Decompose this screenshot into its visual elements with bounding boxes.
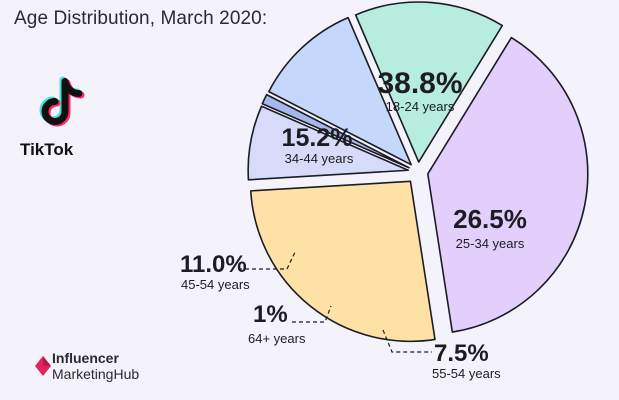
- pie-slice-25-34-years: [249, 180, 436, 343]
- leader-line-55-54-years: [382, 329, 432, 353]
- pie-slice-64-years: [261, 93, 410, 169]
- slice-category-label: 64+ years: [248, 331, 306, 346]
- source-name-line2: MarketingHub: [52, 366, 140, 382]
- slice-category-label: 34-44 years: [285, 151, 354, 166]
- influencer-marketing-hub-logo-icon: [35, 356, 51, 376]
- tiktok-logo-icon: [39, 76, 85, 127]
- pie-slice-18-24-years: [427, 36, 589, 333]
- pie-slice-55-54-years: [247, 105, 409, 181]
- chart-title: Age Distribution, March 2020:: [14, 8, 268, 29]
- slice-percent-label: 38.8%: [377, 67, 462, 100]
- leader-line-45-54-years: [238, 249, 297, 270]
- slice-category-label: 25-34 years: [456, 236, 525, 251]
- slice-percent-label: 1%: [253, 301, 288, 328]
- slice-percent-label: 15.2%: [282, 124, 353, 152]
- slice-percent-label: 26.5%: [453, 204, 527, 234]
- slice-category-label: 45-54 years: [181, 277, 250, 292]
- pie-slice-45-54-years: [268, 16, 412, 166]
- tiktok-wordmark: TikTok: [20, 140, 74, 159]
- slice-percent-label: 11.0%: [180, 251, 247, 278]
- leader-line-64-years: [292, 305, 332, 323]
- pie-slice-34-44-years: [354, 1, 504, 163]
- slice-category-label: 18-24 years: [386, 99, 455, 114]
- slice-category-label: 55-54 years: [432, 366, 501, 381]
- source-name-line1: Influencer: [52, 350, 119, 366]
- slice-percent-label: 7.5%: [434, 340, 489, 367]
